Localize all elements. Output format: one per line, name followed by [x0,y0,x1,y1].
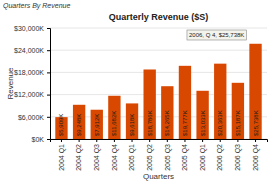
bars [55,44,261,139]
data-label: $18,786K [147,110,153,136]
tick-mark [96,139,97,142]
tick-mark [79,139,80,142]
axis-line [47,29,51,140]
tick-label: 2005 Q3 [164,144,172,171]
data-label: $14,265K [164,110,170,136]
tick: 2005 Q3 [164,139,172,171]
data-label: $7,912K [94,114,100,136]
tick-mark [167,139,168,142]
x-axis: 2004 Q1 2004 Q2 2004 Q3 2004 Q4 2005 Q1 2005 … [51,139,268,171]
tick-label: 2004 Q4 [111,144,119,171]
data-label: $13,033K [200,110,206,136]
tick-mark [237,139,238,142]
grid-line [50,72,267,73]
tick-label: 2006 Q4 [252,144,260,171]
tick: 2006 Q3 [234,139,242,171]
plot: $0K $6,000K $12,000K $18,000K $24,000K $30,00… [14,25,267,171]
tick: 2004 Q4 [111,139,119,171]
data-label: $9,618K [129,114,135,136]
tick: $0K [32,136,50,143]
tick-label: $12,000K [14,91,44,98]
y-axis-title: Revenue [6,67,15,100]
tick-label: 2006 Q2 [216,144,224,171]
subtitle: Quarters By Revenue [3,2,70,10]
tick-label: $24,000K [14,47,44,54]
data-label: $20,363K [217,110,223,136]
tick: $30,000K [14,25,50,32]
tick-mark [184,139,185,142]
tick-mark [220,139,221,142]
tick-label: 2005 Q4 [181,144,189,171]
tick-label: $18,000K [14,69,44,76]
tick-mark [47,117,50,118]
grid-line [50,28,267,29]
tick-mark [47,72,50,73]
bar [91,110,103,139]
tick-label: 2004 Q1 [58,144,66,171]
tick-label: 2004 Q3 [93,144,101,171]
chart: Quarters By Revenue Quarterly Revenue ($S… [0,0,275,183]
tick: 2006 Q1 [199,139,207,171]
bar [249,44,261,139]
data-label: $15,187K [235,110,241,136]
tick: $12,000K [14,91,50,98]
tick: 2005 Q2 [146,139,154,171]
tick-mark [47,28,50,29]
data-labels: $5,909K $9,248K $7,912K $11,682K $9,618K $18,… [58,110,258,136]
bar [144,69,156,139]
tick-mark [47,95,50,96]
tick-label: 2004 Q2 [75,144,83,171]
tick-mark [255,139,256,142]
axis-line [51,140,268,143]
tick-label: $6,000K [18,114,44,121]
title: Quarterly Revenue ($S) [109,12,209,22]
tick-mark [61,139,62,142]
tick-label: 2006 Q3 [234,144,242,171]
grid-line [50,50,267,51]
tick: $18,000K [14,69,50,76]
tick: 2005 Q4 [181,139,189,171]
data-label: $19,777K [182,110,188,136]
tick-mark [202,139,203,142]
tick-mark [149,139,150,142]
tick-mark [114,139,115,142]
tick-mark [47,139,50,140]
tick: 2006 Q4 [252,139,260,171]
annotation-group: 2006, Q 4, $25,738K [187,30,246,40]
data-label: $9,248K [76,114,82,136]
tick-label: 2005 Q1 [128,144,136,171]
annotation-box [187,30,246,40]
annotation: 2006, Q 4, $25,738K [189,32,244,38]
data-label: $11,682K [111,111,117,136]
bar [126,103,138,139]
data-label: $25,738K [253,110,259,136]
bar [161,86,173,139]
tick-mark [132,139,133,142]
data-label: $5,909K [58,114,64,136]
tick-mark [47,50,50,51]
grid [50,28,267,139]
tick: 2005 Q1 [128,139,136,171]
tick: 2006 Q2 [216,139,224,171]
tick-label: $0K [32,136,45,143]
tick: $6,000K [18,114,50,121]
y-axis: $0K $6,000K $12,000K $18,000K $24,000K $30,00… [14,25,50,143]
tick: 2004 Q2 [75,139,83,171]
bar [73,105,85,139]
bar [196,91,208,139]
bar [179,66,191,139]
tick-label: $30,000K [14,25,44,32]
tick: 2004 Q3 [93,139,101,171]
tick: $24,000K [14,47,50,54]
x-axis-title: Quarters [143,172,174,181]
bar [232,83,244,139]
tick-label: 2006 Q1 [199,144,207,171]
tick: 2004 Q1 [58,139,66,171]
bar [108,96,120,139]
tick-label: 2005 Q2 [146,144,154,171]
bar [214,64,226,139]
